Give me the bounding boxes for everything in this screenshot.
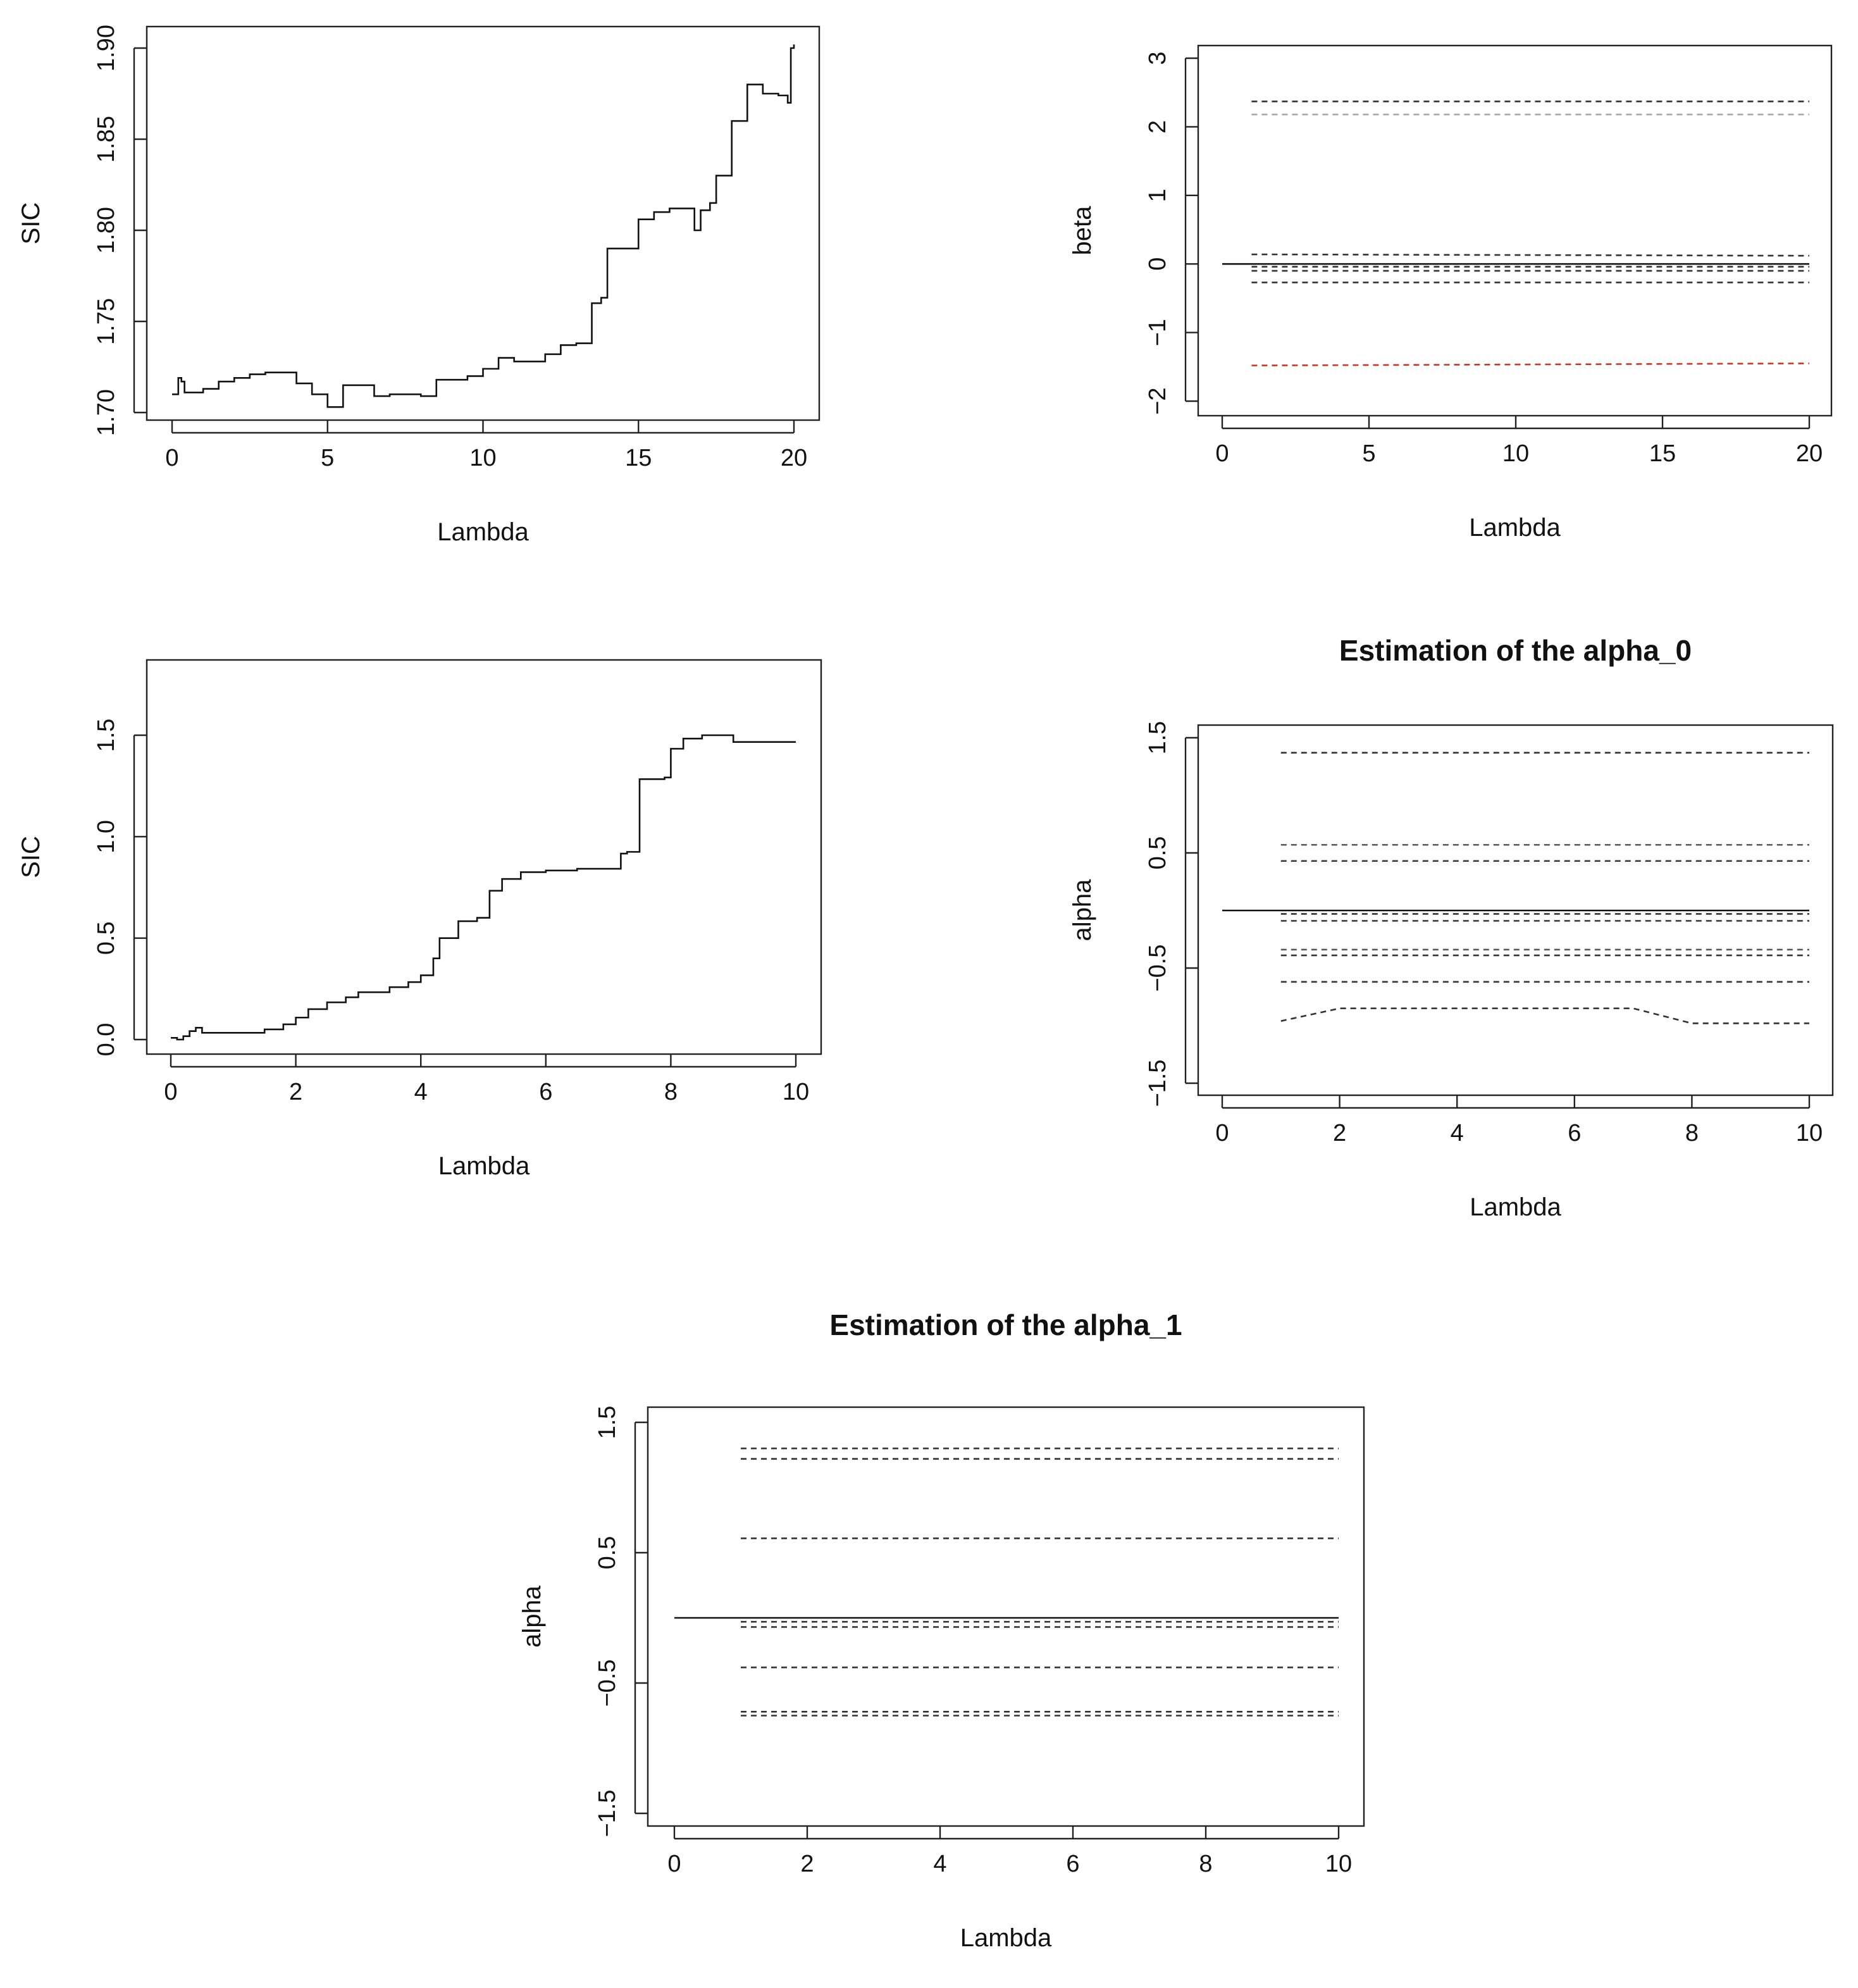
- x-tick-label: 20: [781, 445, 807, 471]
- y-tick-label: −0.5: [594, 1659, 621, 1706]
- y-tick-label: 0.5: [93, 921, 120, 955]
- plot-frame: [1197, 724, 1834, 1097]
- y-tick-label: 0: [1144, 258, 1171, 271]
- x-axis-label: Lambda: [1469, 514, 1561, 542]
- plot-frame: [146, 25, 821, 421]
- x-tick-label: 2: [289, 1079, 302, 1105]
- x-tick-label: 6: [1066, 1851, 1079, 1877]
- y-tick-label: −1.5: [594, 1789, 621, 1837]
- y-tick-label: 1.70: [93, 389, 120, 436]
- x-axis-label: Lambda: [960, 1924, 1052, 1952]
- y-axis-label: alpha: [1068, 879, 1096, 941]
- y-tick-label: 0.5: [594, 1536, 621, 1570]
- series-line-a9: [1280, 1007, 1809, 1024]
- y-axis-label: alpha: [518, 1585, 546, 1648]
- chart-p4: 0 2 4 6 8 10 −1.5 −0.5 0.5 1.5 Lambda alpha Estimati…: [1068, 634, 1834, 1221]
- y-tick-label: 1.5: [93, 719, 120, 752]
- series-line-b7: [1251, 363, 1810, 366]
- x-tick-label: 10: [1502, 440, 1529, 467]
- x-tick-label: 0: [1215, 440, 1229, 467]
- y-tick-label: 1.5: [594, 1406, 621, 1439]
- y-tick-label: −0.5: [1144, 944, 1171, 991]
- x-tick-label: 5: [1362, 440, 1375, 467]
- chart-p1: 0 5 10 15 20 1.70 1.75 1.80 1.85 1.90 Lambda SIC: [17, 25, 821, 546]
- x-tick-label: 10: [1325, 1851, 1352, 1877]
- y-tick-label: 1.85: [93, 116, 120, 163]
- chart-p5: 0 2 4 6 8 10 −1.5 −0.5 0.5 1.5 Lambda alpha Estimati…: [518, 1308, 1365, 1952]
- y-tick-label: −1.5: [1144, 1059, 1171, 1107]
- x-tick-label: 8: [664, 1079, 678, 1105]
- x-tick-label: 10: [1796, 1120, 1823, 1146]
- x-axis-label: Lambda: [1470, 1193, 1561, 1221]
- y-axis-label: beta: [1068, 206, 1096, 256]
- x-tick-label: 0: [1215, 1120, 1229, 1146]
- y-tick-label: −2: [1144, 387, 1171, 414]
- y-tick-label: 1.75: [93, 298, 120, 345]
- x-tick-label: 4: [414, 1079, 428, 1105]
- chart-title: Estimation of the alpha_0: [1339, 634, 1692, 667]
- x-tick-label: 0: [165, 445, 178, 471]
- x-tick-label: 5: [321, 445, 334, 471]
- x-tick-label: 0: [667, 1851, 681, 1877]
- y-tick-label: 0.0: [93, 1023, 120, 1057]
- x-tick-label: 4: [1451, 1120, 1464, 1146]
- x-tick-label: 0: [164, 1079, 177, 1105]
- y-tick-label: 1.80: [93, 207, 120, 254]
- x-axis-label: Lambda: [437, 518, 529, 546]
- x-tick-label: 8: [1199, 1851, 1212, 1877]
- x-tick-label: 2: [1333, 1120, 1346, 1146]
- plot-frame: [146, 659, 822, 1055]
- series-line-SIC: [171, 734, 796, 1041]
- y-tick-label: 3: [1144, 51, 1171, 65]
- y-tick-label: 0.5: [1144, 836, 1171, 870]
- chart-title: Estimation of the alpha_1: [829, 1308, 1182, 1341]
- x-tick-label: 20: [1796, 440, 1823, 467]
- x-tick-label: 15: [625, 445, 652, 471]
- x-tick-label: 4: [933, 1851, 946, 1877]
- plot-frame: [1197, 44, 1833, 417]
- chart-p2: 0 5 10 15 20 −2 −1 0 1 2 3 Lambda beta: [1068, 44, 1833, 542]
- series-line-b3: [1251, 253, 1810, 257]
- y-axis-label: SIC: [17, 202, 45, 245]
- x-tick-label: 10: [783, 1079, 809, 1105]
- x-tick-label: 6: [539, 1079, 552, 1105]
- y-tick-label: 1.0: [93, 820, 120, 854]
- y-tick-label: 1: [1144, 189, 1171, 202]
- y-tick-label: 1.5: [1144, 721, 1171, 755]
- x-tick-label: 2: [800, 1851, 814, 1877]
- plot-frame: [647, 1406, 1365, 1827]
- y-axis-label: SIC: [17, 836, 45, 878]
- x-tick-label: 15: [1649, 440, 1676, 467]
- y-tick-label: −1: [1144, 319, 1171, 346]
- y-tick-label: 1.90: [93, 25, 120, 71]
- x-tick-label: 8: [1685, 1120, 1699, 1146]
- y-tick-label: 2: [1144, 120, 1171, 134]
- x-axis-label: Lambda: [438, 1152, 530, 1180]
- chart-p3: 0 2 4 6 8 10 0.0 0.5 1.0 1.5 Lambda SIC: [17, 659, 822, 1180]
- x-tick-label: 10: [469, 445, 496, 471]
- series-line-SIC: [172, 44, 795, 408]
- x-tick-label: 6: [1568, 1120, 1581, 1146]
